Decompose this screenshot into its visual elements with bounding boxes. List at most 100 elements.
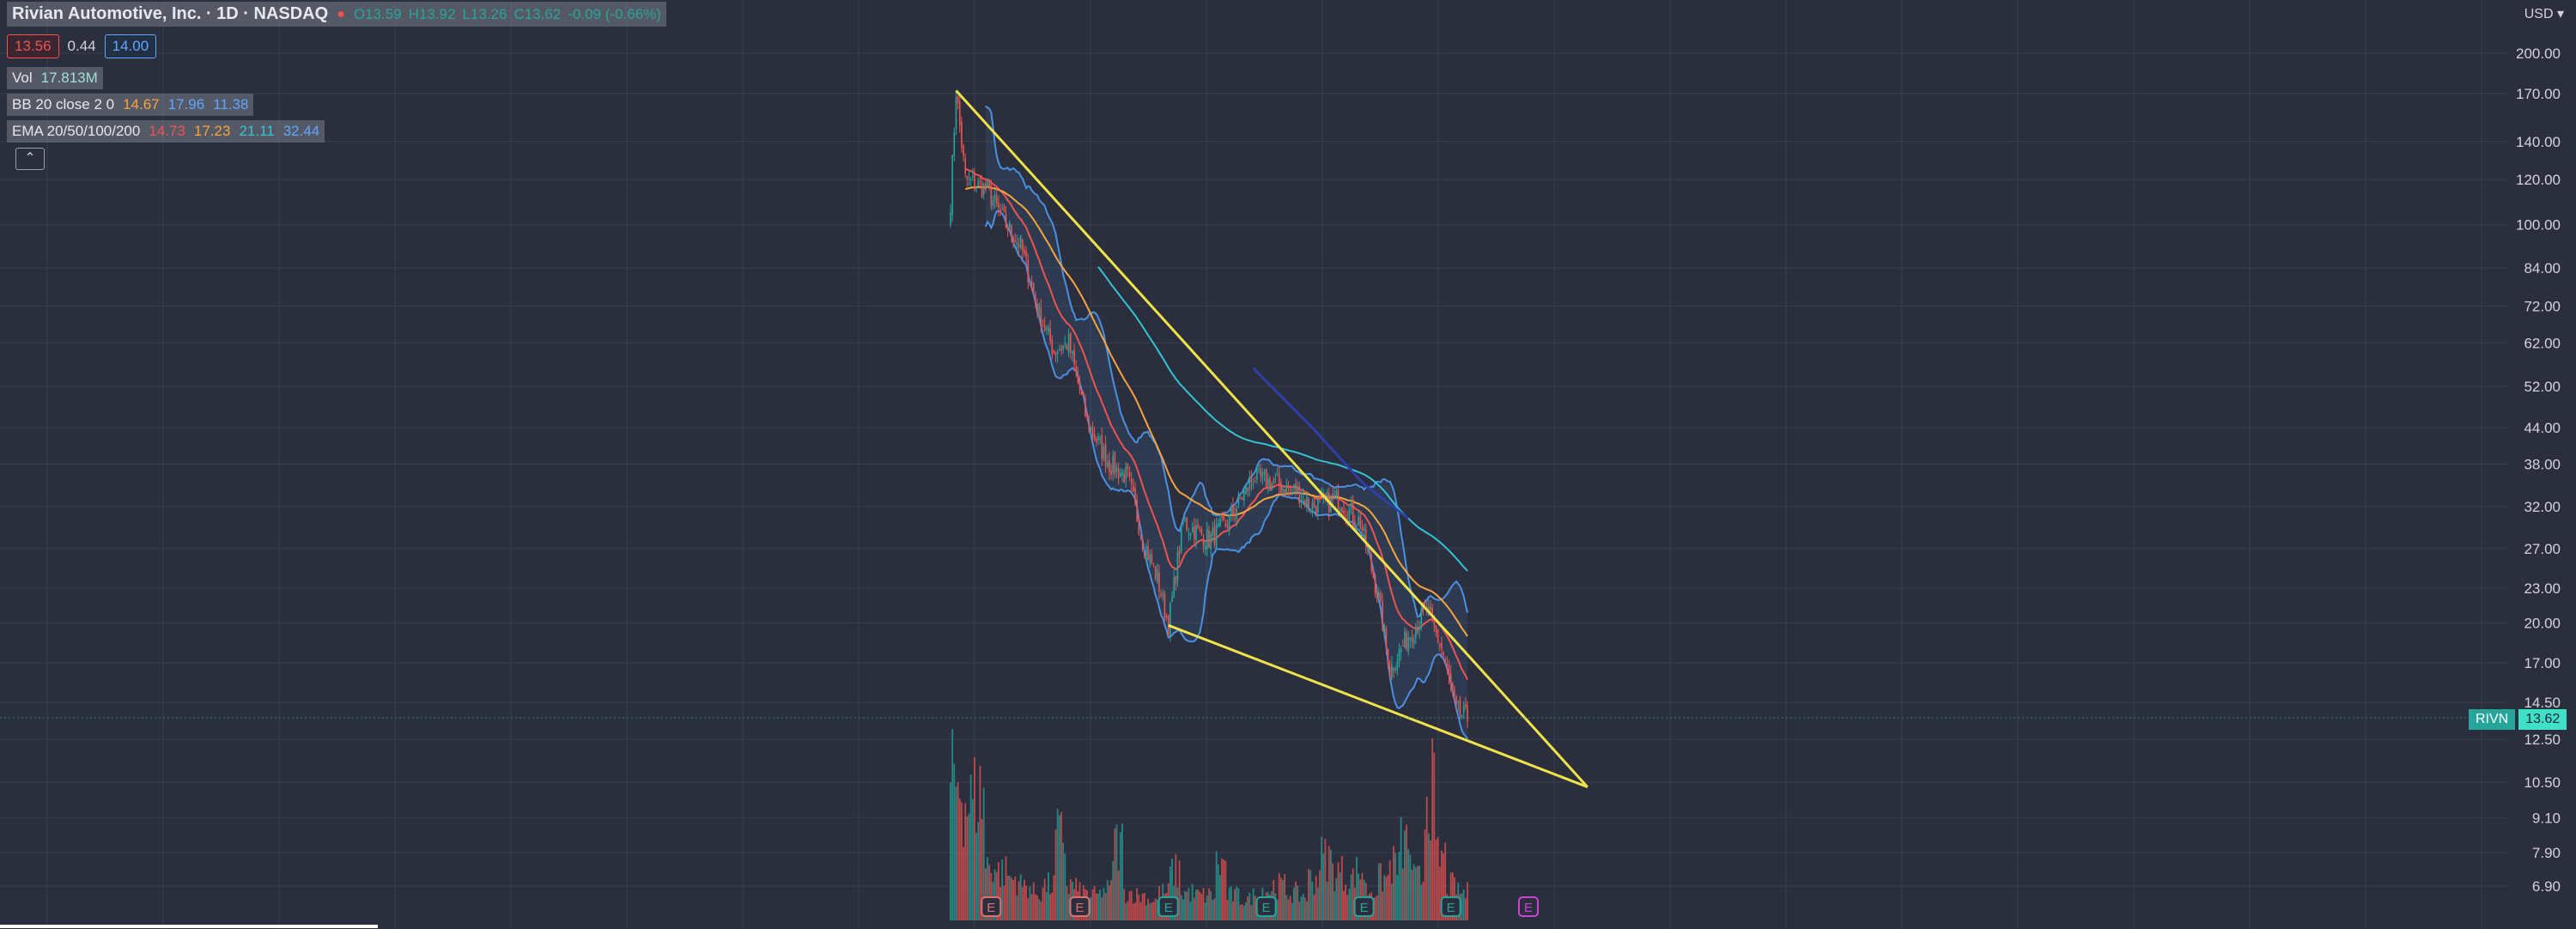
candle-body [1093,434,1096,440]
volume-bar [1295,881,1297,920]
volume-bar [1332,863,1334,920]
collapse-legend-button[interactable]: ⌃ [15,148,45,170]
candle-body [1160,594,1162,597]
volume-bar [1383,875,1386,920]
candle-body [1056,352,1059,355]
candle-body [1267,478,1269,486]
volume-bar [975,833,977,920]
volume-bar [1138,895,1140,920]
volume-bar [1356,857,1358,920]
candle-body [993,194,996,202]
volume-bar [1441,850,1443,920]
candle-body [969,179,972,180]
bollinger-legend[interactable]: BB 20 close 2 0 14.67 17.96 11.38 [7,94,254,116]
candle-body [1376,592,1378,598]
candle-body [1060,348,1062,351]
candle-body [1114,452,1116,475]
volume-bar [988,865,991,920]
ema-label: EMA 20/50/100/200 [12,123,141,139]
candle-body [1088,421,1091,432]
time-scroll-bar[interactable] [0,925,378,928]
candle-body [999,209,1001,213]
y-tick-label: 20.00 [2524,615,2561,631]
volume-bar [1298,902,1301,920]
candle-body [1295,483,1297,495]
candle-body [1005,213,1007,228]
candle-body [1393,667,1394,671]
volume-bar [1425,796,1428,920]
volume-bar [1339,872,1341,920]
volume-bar [966,816,969,920]
volume-bar [961,802,963,920]
volume-bar [1062,842,1065,920]
candle-body [1419,626,1420,631]
candle-body [1072,350,1073,355]
ask-button[interactable]: 14.00 [104,34,157,58]
candle-body [1197,525,1199,528]
volume-bar [1420,884,1423,920]
ema-legend[interactable]: EMA 20/50/100/200 14.73 17.23 21.11 32.4… [7,120,325,143]
candle-body [1040,307,1042,328]
candle-body [1256,467,1258,480]
volume-bar [1149,903,1151,920]
candle-body [1454,689,1455,695]
candle-body [1104,444,1107,467]
candle-body [1420,608,1423,625]
volume-bar [1011,877,1012,920]
volume-bar [1302,894,1304,920]
volume-bar [993,869,996,920]
candle-body [1234,513,1236,516]
candle-body [1462,705,1465,713]
candle-body [1313,501,1315,508]
volume-bar [951,729,954,920]
candle-body [964,158,966,174]
candle-body [1125,466,1127,480]
volume-label: Vol [12,70,33,86]
volume-legend[interactable]: Vol 17.813M [7,67,103,89]
volume-bar [1219,875,1221,920]
volume-bar [1156,899,1158,920]
candle-body [1043,325,1046,331]
candle-body [1311,502,1314,510]
volume-bar [1006,875,1009,920]
candle-body [1141,539,1144,550]
candle-body [1334,495,1335,499]
volume-bar [1001,859,1004,920]
candle-body [1361,527,1364,531]
volume-bar [1242,906,1245,920]
candle-body [1378,592,1380,598]
candle-body [1413,639,1415,644]
currency-selector[interactable]: USD ▾ [2524,5,2564,22]
candle-body [990,185,993,206]
volume-bar [1241,904,1243,920]
candle-body [1265,468,1267,489]
candle-body [1274,478,1277,481]
earnings-marker [1517,896,1539,917]
candle-body [1223,514,1224,520]
volume-bar [1406,824,1407,920]
bollinger-lower-line [984,209,1468,740]
volume-bar [979,765,981,920]
volume-bar [1221,858,1223,920]
volume-bar [1064,853,1066,920]
bid-ask-row: 13.56 0.44 14.00 [7,34,157,58]
circle-dot-icon: ● [337,6,345,21]
volume-bar [1250,905,1253,920]
volume-bar [1237,888,1240,920]
candle-body [1212,527,1214,537]
candle-body [992,200,994,206]
volume-bar [1327,845,1330,920]
volume-bar [1321,836,1323,920]
candle-body [1054,352,1057,355]
candle-body [1204,545,1206,550]
bid-button[interactable]: 13.56 [7,34,59,58]
volume-bar [1025,885,1028,920]
volume-bar [1422,881,1425,920]
volume-bar [1346,895,1349,920]
volume-bar [1413,864,1415,920]
candle-body [1308,498,1309,508]
candle-body [1019,235,1022,248]
volume-bar [1285,895,1288,920]
volume-bar [1430,840,1431,920]
